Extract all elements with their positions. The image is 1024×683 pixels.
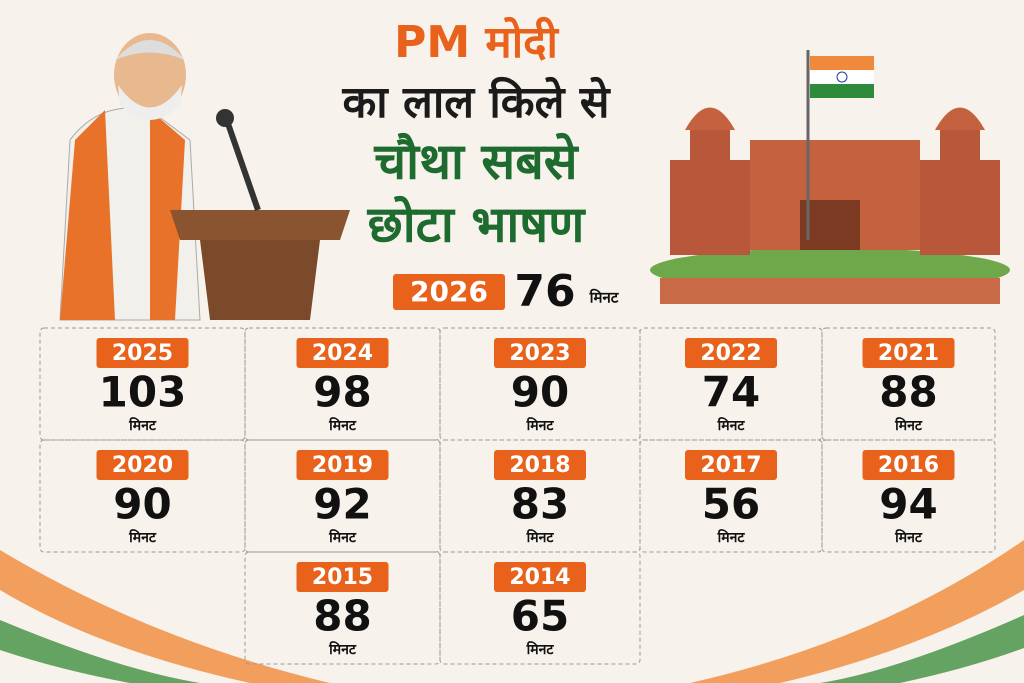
minutes-unit: मिनट — [894, 417, 923, 434]
year-label: 2021 — [878, 341, 939, 366]
minutes-value: 74 — [702, 368, 760, 417]
year-label: 2022 — [700, 341, 761, 366]
year-badge — [296, 562, 389, 592]
minutes-value: 92 — [313, 480, 371, 529]
year-badge — [96, 338, 189, 368]
minutes-unit: मिनट — [128, 417, 157, 434]
year-label: 2016 — [878, 453, 939, 478]
title-line: चौथा सबसे — [373, 133, 579, 191]
grid-cell — [244, 327, 441, 441]
minutes-value: 88 — [879, 368, 937, 417]
minutes-unit: मिनट — [526, 529, 555, 546]
minutes-unit: मिनट — [717, 417, 746, 434]
minutes-unit: मिनट — [328, 641, 357, 658]
minutes-unit: मिनट — [526, 417, 555, 434]
minutes-unit: मिनट — [328, 529, 357, 546]
minutes-value: 98 — [313, 368, 371, 417]
red-fort-illustration — [650, 50, 1010, 304]
year-label: 2020 — [112, 453, 173, 478]
year-badge — [862, 338, 955, 368]
year-badge — [296, 450, 389, 480]
minutes-unit: मिनट — [328, 417, 357, 434]
highlight-minutes: 76 — [514, 266, 575, 317]
year-label: 2024 — [312, 341, 373, 366]
green-swoosh — [0, 620, 200, 683]
year-label: 2017 — [700, 453, 761, 478]
year-badge — [862, 450, 955, 480]
minutes-unit: मिनट — [717, 529, 746, 546]
minutes-unit: मिनट — [526, 641, 555, 658]
minutes-value: 90 — [511, 368, 569, 417]
year-label: 2023 — [509, 341, 570, 366]
title-line: छोटा भाषण — [367, 196, 587, 254]
highlight-year: 2026 — [410, 275, 488, 308]
grid-cell — [821, 439, 996, 553]
year-label: 2014 — [509, 565, 570, 590]
year-grid: 2025103मिनट202498मिनट202390मिनट202274मिन… — [39, 327, 996, 665]
year-badge — [494, 450, 586, 480]
grid-cell — [244, 551, 441, 665]
grid-cell — [821, 327, 996, 441]
year-label: 2019 — [312, 453, 373, 478]
minutes-value: 88 — [313, 592, 371, 641]
year-badge — [96, 450, 189, 480]
minutes-value: 56 — [702, 480, 760, 529]
year-badge — [685, 450, 777, 480]
grid-cell — [244, 439, 441, 553]
year-badge — [494, 338, 586, 368]
minutes-unit: मिनट — [894, 529, 923, 546]
saffron-swoosh — [690, 540, 1024, 683]
saffron-swoosh — [0, 550, 330, 683]
year-label: 2018 — [509, 453, 570, 478]
year-badge — [494, 562, 586, 592]
highlight-unit: मिनट — [589, 289, 620, 307]
speaker-illustration — [59, 33, 350, 321]
year-label: 2015 — [312, 565, 373, 590]
minutes-value: 83 — [511, 480, 569, 529]
title-line: PM मोदी — [394, 16, 559, 68]
minutes-value: 103 — [99, 368, 187, 417]
minutes-value: 94 — [879, 480, 937, 529]
minutes-unit: मिनट — [128, 529, 157, 546]
title-line: का लाल किले से — [342, 76, 612, 128]
minutes-value: 90 — [113, 480, 171, 529]
minutes-value: 65 — [511, 592, 569, 641]
year-badge — [685, 338, 777, 368]
highlight-badge — [393, 274, 505, 310]
year-label: 2025 — [112, 341, 173, 366]
green-swoosh — [820, 615, 1024, 683]
year-badge — [296, 338, 389, 368]
